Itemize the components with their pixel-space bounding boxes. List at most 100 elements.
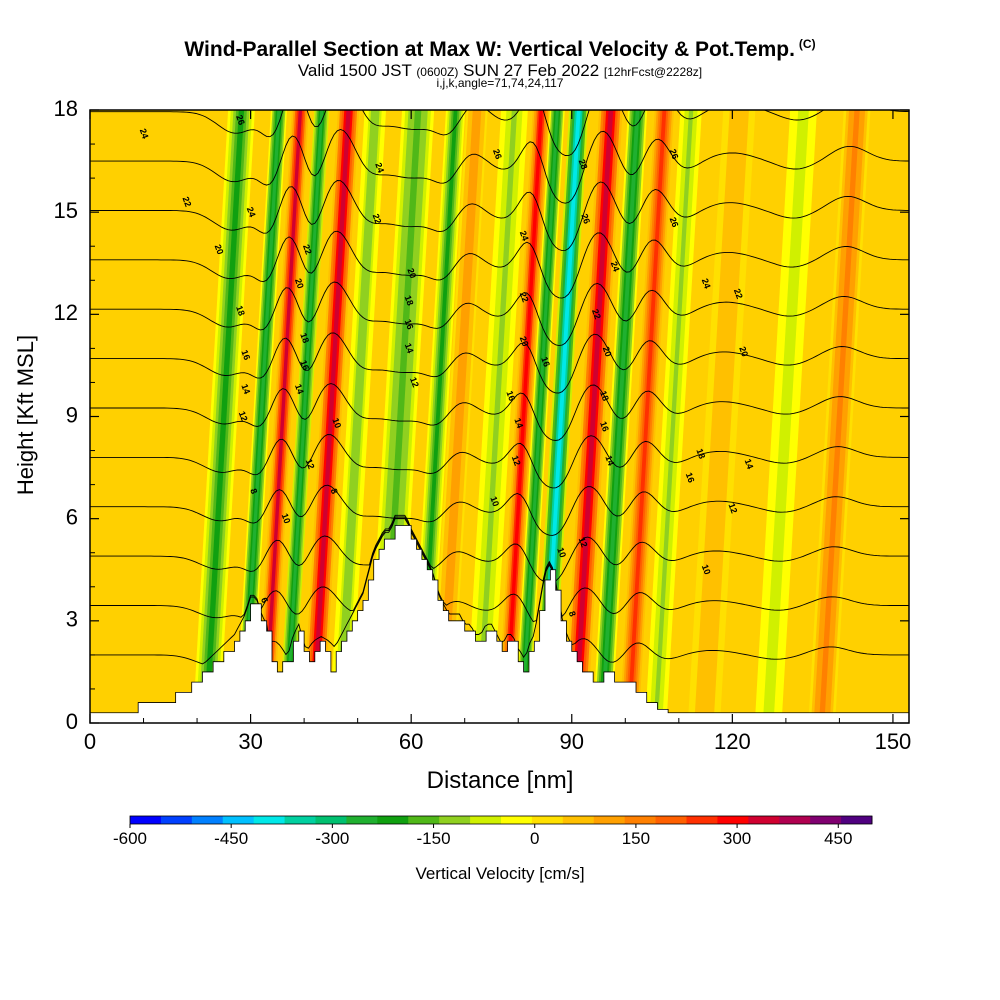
colorbar-swatch: [501, 816, 533, 824]
w-band-17-layer-1: [700, 110, 743, 723]
x-axis-label: Distance [nm]: [426, 767, 574, 794]
contour-label: 20: [293, 277, 306, 290]
contour-label: 12: [577, 536, 590, 549]
w-band-15-layer-1: [627, 110, 667, 723]
w-band-4-layer-1: [311, 110, 351, 723]
x-tick-label: 60: [399, 729, 423, 754]
contour-label: 24: [700, 277, 713, 290]
colorbar-swatch: [470, 816, 502, 824]
contour-label: 20: [601, 345, 614, 358]
colorbar-tick-label: -600: [113, 829, 147, 848]
contour-label: 22: [590, 308, 603, 321]
contour-label: 14: [239, 383, 252, 396]
contour-label: 14: [603, 454, 616, 467]
contour-label: 10: [555, 546, 568, 559]
contour-label: 12: [727, 502, 740, 515]
colorbar-swatch: [531, 816, 564, 824]
contour-label: 18: [298, 332, 311, 345]
colorbar-swatch: [624, 816, 657, 824]
w-band-13-layer-1: [573, 110, 614, 723]
chart-title: Wind-Parallel Section at Max W: Vertical…: [0, 37, 1000, 62]
contour-label: 24: [518, 229, 531, 242]
valid-date: SUN 27 Feb 2022: [463, 61, 600, 80]
colorbar-swatch: [779, 816, 811, 824]
theta-contour-6: [90, 518, 909, 665]
contour-label: 12: [237, 410, 250, 423]
contour-label: 10: [700, 563, 713, 576]
colorbar-swatch: [160, 816, 193, 824]
w-band-9-layer-1: [476, 110, 518, 723]
colorbar-frame: [129, 815, 873, 825]
contour-label: 24: [373, 161, 386, 174]
w-band-0-layer-1: [203, 110, 245, 723]
w-band-10-layer-1: [504, 110, 543, 723]
colorbar-swatch: [810, 816, 842, 824]
contour-label: 20: [213, 243, 226, 256]
y-tick-label: 0: [66, 709, 78, 734]
y-tick-label: 12: [54, 300, 78, 325]
chart-title-text: Wind-Parallel Section at Max W: Vertical…: [184, 38, 795, 61]
colorbar-swatch: [717, 816, 749, 824]
contour-label: 20: [737, 345, 750, 358]
x-tick-label: 90: [560, 729, 584, 754]
plot-area: [90, 110, 909, 723]
contour-label: 6: [259, 596, 270, 604]
colorbar-tick-label: -300: [315, 829, 349, 848]
w-band-11-layer-1: [520, 110, 559, 723]
contour-label: 22: [301, 243, 314, 256]
contour-label: 12: [510, 454, 523, 467]
contour-label: 20: [518, 335, 531, 348]
theta-contour-28: [90, 110, 909, 157]
contour-label: 26: [234, 114, 247, 127]
contour-label: 24: [609, 260, 622, 273]
contour-label: 22: [732, 287, 745, 300]
contour-label: 14: [403, 342, 416, 355]
contour-label: 12: [408, 376, 421, 389]
contour-label: 26: [579, 212, 592, 225]
w-band-16-layer-1: [653, 110, 694, 723]
w-band-3-layer-1: [284, 110, 324, 723]
x-tick-label: 120: [714, 729, 751, 754]
contour-label: 16: [539, 355, 552, 368]
contour-label: 26: [491, 148, 504, 161]
contour-label: 10: [488, 495, 501, 508]
theta-contour-16: [90, 383, 909, 441]
y-tick-label: 3: [66, 607, 78, 632]
colorbar-tick-label: -150: [417, 829, 451, 848]
w-band-18-layer-1: [765, 110, 807, 723]
contour-label: 10: [280, 512, 293, 525]
theta-contour-14: [90, 434, 909, 489]
contour-label: 12: [304, 458, 317, 471]
contour-label: 14: [743, 458, 756, 471]
contour-label: 8: [248, 487, 259, 495]
theta-contour-12: [90, 484, 909, 536]
w-band-2-layer-1: [263, 110, 303, 723]
contour-label: 18: [403, 294, 416, 307]
contour-label: 14: [512, 417, 525, 430]
colorbar-label: Vertical Velocity [cm/s]: [415, 864, 585, 883]
colorbar-tick-label: 0: [530, 829, 539, 848]
colorbar-swatch: [130, 816, 162, 824]
contour-label: 22: [371, 212, 384, 225]
colorbar-swatch: [284, 816, 316, 824]
colorbar-swatch: [748, 816, 780, 824]
theta-contour-20: [90, 281, 909, 347]
colorbar-swatch: [593, 816, 626, 824]
contour-label: 28: [577, 158, 590, 171]
contour-label: 8: [567, 610, 578, 618]
colorbar-tick-label: 300: [723, 829, 751, 848]
w-band-14-layer-1: [600, 110, 640, 723]
theta-contour-8: [90, 516, 909, 623]
x-tick-label: 150: [875, 729, 912, 754]
colorbar-swatch: [439, 816, 471, 824]
contour-label: 8: [329, 487, 340, 495]
title-units: (C): [798, 37, 816, 51]
valid-time: Valid 1500 JST: [297, 61, 412, 80]
colorbar-tick-label: 150: [622, 829, 650, 848]
y-axis-label-text: Height [Kft MSL]: [13, 334, 38, 496]
colorbar-swatch: [655, 816, 687, 824]
contour-label: 22: [518, 291, 531, 304]
y-tick-label: 15: [54, 198, 78, 223]
contour-label: 10: [330, 417, 343, 430]
